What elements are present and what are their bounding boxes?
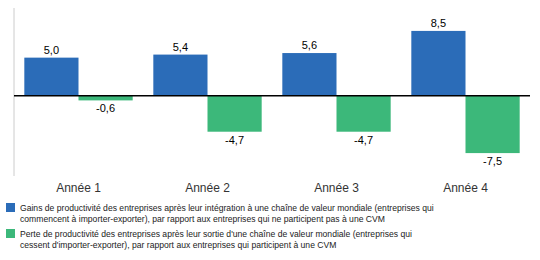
bars	[24, 31, 519, 153]
bar	[337, 96, 391, 132]
data-label: -4,7	[354, 134, 373, 146]
data-label: -7,5	[483, 155, 502, 167]
data-label: 5,6	[302, 39, 317, 51]
chart: 5,05,45,68,5-0,6-4,7-4,7-7,5Année 1Année…	[0, 0, 540, 260]
zero-line	[14, 95, 530, 97]
legend-swatch	[6, 203, 15, 212]
y-axis-line	[14, 8, 15, 176]
x-axis: Année 1 Année 2 Année 3 Année 4	[56, 181, 488, 195]
data-label: -4,7	[225, 134, 244, 146]
data-label: 5,4	[173, 41, 188, 53]
x-tick-label: Année 2	[185, 181, 230, 195]
bar	[153, 55, 207, 96]
data-label: 5,0	[44, 44, 59, 56]
bar	[282, 53, 336, 96]
x-tick-label: Année 4	[443, 181, 488, 195]
bar	[208, 96, 262, 132]
x-tick-label: Année 1	[56, 181, 101, 195]
legend: Gains de productivité des entreprises ap…	[6, 203, 434, 250]
legend-label: Gains de productivité des entreprises ap…	[20, 203, 434, 224]
legend-swatch	[6, 229, 15, 238]
data-labels: 5,0 5,4 5,6 8,5 -0,6 -4,7 -4,7 -7,5	[44, 17, 502, 167]
x-tick-label: Année 3	[314, 181, 359, 195]
bar	[466, 96, 520, 153]
data-label: 8,5	[431, 17, 446, 29]
bar	[411, 31, 465, 96]
data-label: -0,6	[96, 102, 115, 114]
bar	[24, 58, 78, 96]
legend-label: Perte de productivité des entreprises ap…	[20, 229, 412, 250]
